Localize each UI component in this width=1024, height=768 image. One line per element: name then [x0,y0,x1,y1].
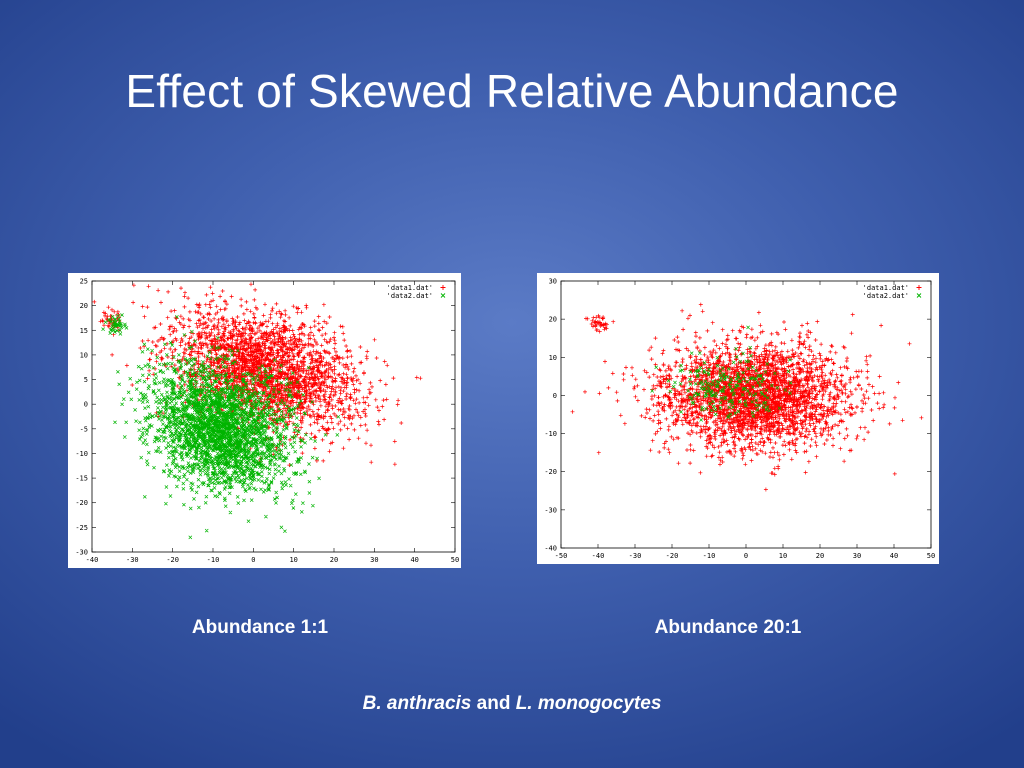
legend-marker-series-1 [916,285,922,290]
y-tick-label: 30 [549,278,557,286]
y-tick-label: 10 [549,354,557,362]
chart-legend: 'data1.dat''data2.dat' [863,284,922,300]
x-tick-label: -30 [126,556,139,564]
x-tick-label: -10 [703,552,716,560]
species-connector: and [476,693,511,714]
x-tick-label: 40 [890,552,898,560]
species-1-name: B. anthracis [362,693,472,714]
series-1-markers [570,302,924,492]
legend-label-series-1: 'data1.dat' [863,284,909,292]
slide-title: Effect of Skewed Relative Abundance [125,65,899,117]
y-tick-label: -5 [80,425,88,433]
y-tick-label: 25 [80,278,88,286]
x-tick-label: -10 [207,556,220,564]
x-tick-label: 50 [451,556,459,564]
y-tick-label: 20 [80,302,88,310]
x-tick-label: 20 [816,552,824,560]
legend-label-series-1: 'data1.dat' [387,284,433,292]
legend-label-series-2: 'data2.dat' [387,292,433,300]
scatter-plot-right-svg: -50 -40 -30 -20 -10 0 10 20 30 40 50-40-30-20-1001… [544,278,935,561]
y-tick-label: 5 [84,376,88,384]
series-2-markers [650,325,793,422]
series-2-points [650,325,793,422]
x-tick-label: 10 [289,556,297,564]
x-tick-label: 20 [330,556,338,564]
scatter-plot-left-svg: -40 -30 -20 -10 0 10 20 30 40 50-30-25-20-15-10-5… [75,278,459,565]
y-tick-label: -15 [75,475,88,483]
legend-label-series-2: 'data2.dat' [863,292,909,300]
species-footnote: B. anthracis and L. monogocytes [0,693,1024,715]
scatter-plot-abundance-20-1: -50 -40 -30 -20 -10 0 10 20 30 40 50 -40 -30 -20 -10 0 1… [537,273,939,564]
y-tick-label: -20 [544,468,557,476]
x-tick-label: 40 [410,556,418,564]
y-tick-label: -40 [544,545,557,553]
x-tick-label: -20 [666,552,679,560]
y-tick-label: -10 [75,450,88,458]
x-tick-label: 10 [779,552,787,560]
legend-marker-series-2 [440,293,446,298]
caption-abundance-20-1: Abundance 20:1 [654,617,802,638]
series-1-points [570,302,924,492]
x-tick-label: -20 [166,556,179,564]
x-tick-label: 30 [370,556,378,564]
x-tick-label: -30 [629,552,642,560]
scatter-plot-abundance-1-1: -40 -30 -20 -10 0 10 20 30 40 50 -30 -25 -20 -15 -10 -5… [68,273,461,568]
series-2-markers [101,313,341,540]
y-tick-label: 15 [80,327,88,335]
x-tick-label: -50 [555,552,568,560]
y-tick-label: -20 [75,499,88,507]
species-2-name: L. monogocytes [515,693,662,714]
legend-marker-series-1 [440,285,446,290]
x-tick-label: 50 [927,552,935,560]
chart-legend: 'data1.dat''data2.dat' [387,284,446,300]
legend-marker-series-2 [916,293,922,298]
data-points [92,282,423,540]
x-tick-label: -40 [86,556,99,564]
series-2-points [101,313,341,540]
y-tick-label: -10 [544,430,557,438]
y-tick-label: -30 [75,549,88,557]
x-tick-label: 0 [744,552,748,560]
y-tick-label: 0 [553,392,557,400]
plot-frame [91,280,456,553]
y-tick-label: 20 [549,316,557,324]
y-tick-label: 10 [80,351,88,359]
x-tick-label: -40 [592,552,605,560]
x-tick-label: 0 [251,556,255,564]
data-points [570,302,924,492]
x-tick-label: 30 [853,552,861,560]
y-tick-label: 0 [84,401,88,409]
y-tick-label: -30 [544,506,557,514]
y-tick-label: -25 [75,524,88,532]
caption-abundance-1-1: Abundance 1:1 [191,617,329,638]
